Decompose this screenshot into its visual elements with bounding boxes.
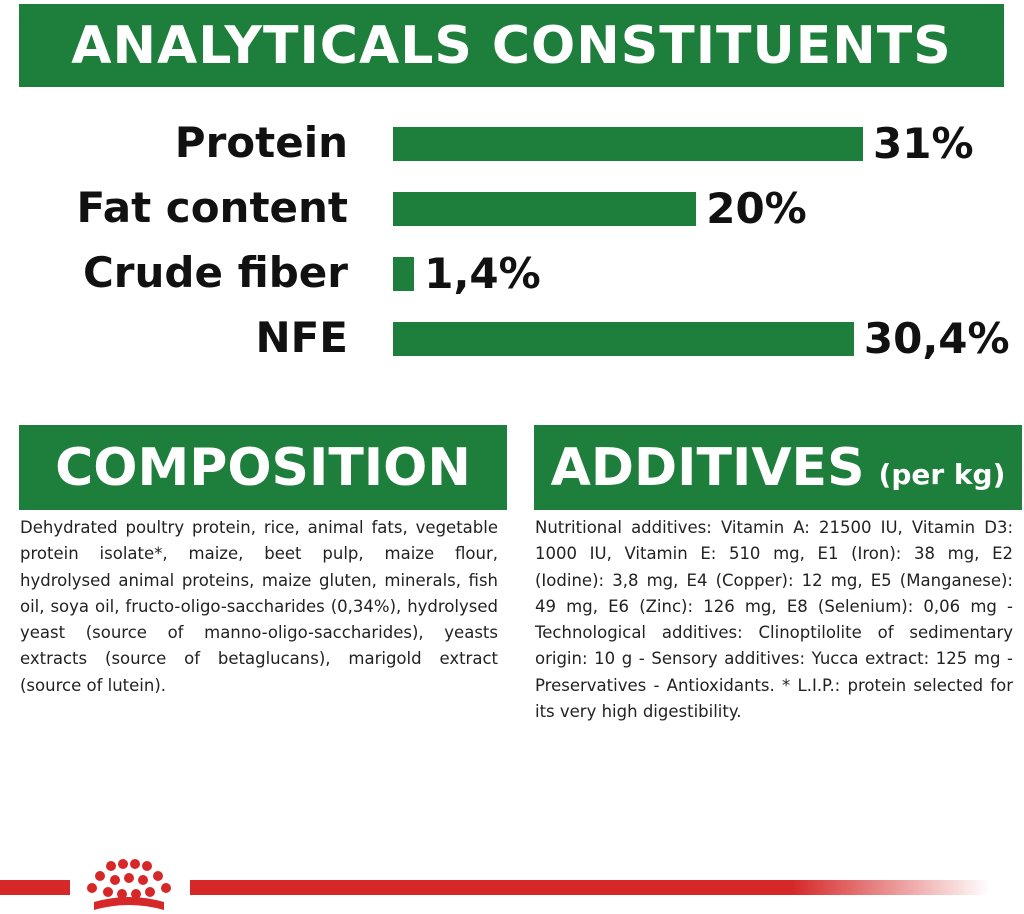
bar-protein (393, 127, 863, 161)
value-crude-fiber: 1,4% (424, 249, 541, 298)
value-fat-content: 20% (706, 184, 807, 233)
bar-nfe (393, 322, 854, 356)
additives-subtitle: (per kg) (878, 458, 1006, 491)
additives-title: ADDITIVES (550, 437, 865, 498)
bar-crude-fiber (393, 257, 415, 291)
composition-title: COMPOSITION (19, 425, 507, 510)
row-label-fat-content: Fat content (76, 183, 348, 232)
bar-fat-content (393, 192, 697, 226)
royal-canin-crown-icon (70, 858, 190, 914)
composition-text: Dehydrated poultry protein, rice, animal… (20, 518, 498, 695)
analytical-constituents-title: ANALYTICALS CONSTITUENTS (19, 4, 1004, 87)
footer-brand-line (0, 880, 990, 895)
additives-text: Nutritional additives: Vitamin A: 21500 … (535, 518, 1013, 722)
row-label-protein: Protein (174, 118, 348, 167)
row-label-nfe: NFE (255, 313, 348, 362)
value-protein: 31% (873, 119, 974, 168)
row-label-crude-fiber: Crude fiber (82, 248, 348, 297)
additives-title-banner: ADDITIVES (per kg) (534, 425, 1022, 510)
value-nfe: 30,4% (863, 314, 1010, 363)
